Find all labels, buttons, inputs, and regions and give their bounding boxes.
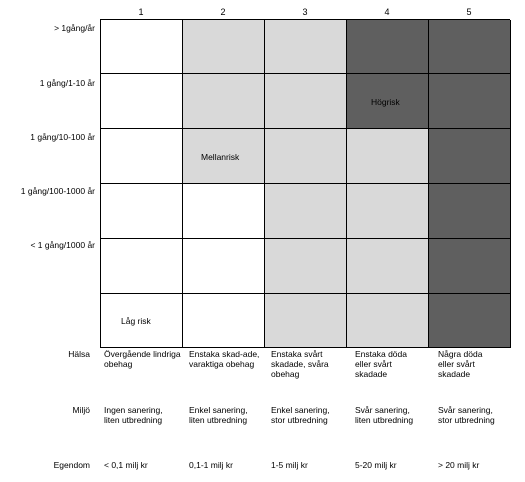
matrix-cell-r2-c4 [347,74,429,129]
matrix-cell-r5-c2 [183,239,265,294]
matrix-cell-r5-c3 [265,239,347,294]
property-desc-5: > 20 milj kr [438,460,480,470]
row-label-2: 1 gång/1-10 år [39,78,95,88]
row-label-1: > 1gång/år [54,23,95,33]
column-number-4: 4 [384,7,390,17]
property-desc-2: 0,1-1 milj kr [189,460,233,470]
health-desc-2: Enstaka skad-ade, varaktiga obehag [189,349,260,369]
row-label-3: 1 gång/10-100 år [30,132,95,142]
zone-label-high: Högrisk [371,97,400,107]
matrix-cell-r2-c2 [183,74,265,129]
matrix-cell-r1-c2 [183,20,265,74]
matrix-cell-r3-c2 [183,129,265,184]
matrix-cell-r1-c3 [265,20,347,74]
matrix-cell-r4-c2 [183,184,265,239]
zone-label-low: Låg risk [121,316,151,326]
matrix-cell-r2-c5 [429,74,511,129]
health-heading: Hälsa [68,349,90,359]
environment-desc-2: Enkel sanering, liten utbredning [189,405,248,425]
matrix-cell-r6-c3 [265,294,347,348]
environment-desc-4: Svår sanering, liten utbredning [355,405,414,425]
zone-label-mid: Mellanrisk [201,152,240,162]
risk-matrix [100,19,511,348]
health-desc-3: Enstaka svårt skadade, svåra obehag [271,349,329,379]
matrix-cell-r6-c5 [429,294,511,348]
property-desc-3: 1-5 milj kr [271,460,308,470]
matrix-cell-r6-c2 [183,294,265,348]
column-number-3: 3 [302,7,308,17]
matrix-cell-r3-c1 [101,129,183,184]
column-number-2: 2 [220,7,226,17]
environment-desc-5: Svår sanering, stor utbredning [438,405,495,425]
matrix-cell-r5-c5 [429,239,511,294]
matrix-cell-r4-c1 [101,184,183,239]
health-desc-5: Några döda eller svårt skadade [438,349,483,379]
property-desc-1: < 0,1 milj kr [104,460,148,470]
matrix-cell-r1-c5 [429,20,511,74]
matrix-cell-r5-c4 [347,239,429,294]
matrix-cell-r2-c3 [265,74,347,129]
health-desc-1: Övergående lindriga obehag [104,349,181,369]
matrix-cell-r3-c3 [265,129,347,184]
matrix-cell-r6-c1 [101,294,183,348]
matrix-cell-r1-c1 [101,20,183,74]
matrix-cell-r4-c5 [429,184,511,239]
environment-desc-1: Ingen sanering, liten utbredning [104,405,163,425]
matrix-cell-r4-c4 [347,184,429,239]
row-label-5: < 1 gång/1000 år [30,240,95,250]
column-number-5: 5 [466,7,472,17]
matrix-cell-r5-c1 [101,239,183,294]
property-heading: Egendom [53,460,90,470]
environment-desc-3: Enkel sanering, stor utbredning [271,405,330,425]
row-label-4: 1 gång/100-1000 år [20,186,95,196]
matrix-cell-r1-c4 [347,20,429,74]
matrix-cell-r6-c4 [347,294,429,348]
matrix-cell-r3-c4 [347,129,429,184]
environment-heading: Miljö [72,405,90,415]
column-number-1: 1 [138,7,144,17]
matrix-cell-r2-c1 [101,74,183,129]
health-desc-4: Enstaka döda eller svårt skadade [355,349,407,379]
matrix-cell-r4-c3 [265,184,347,239]
property-desc-4: 5-20 milj kr [355,460,397,470]
matrix-cell-r3-c5 [429,129,511,184]
